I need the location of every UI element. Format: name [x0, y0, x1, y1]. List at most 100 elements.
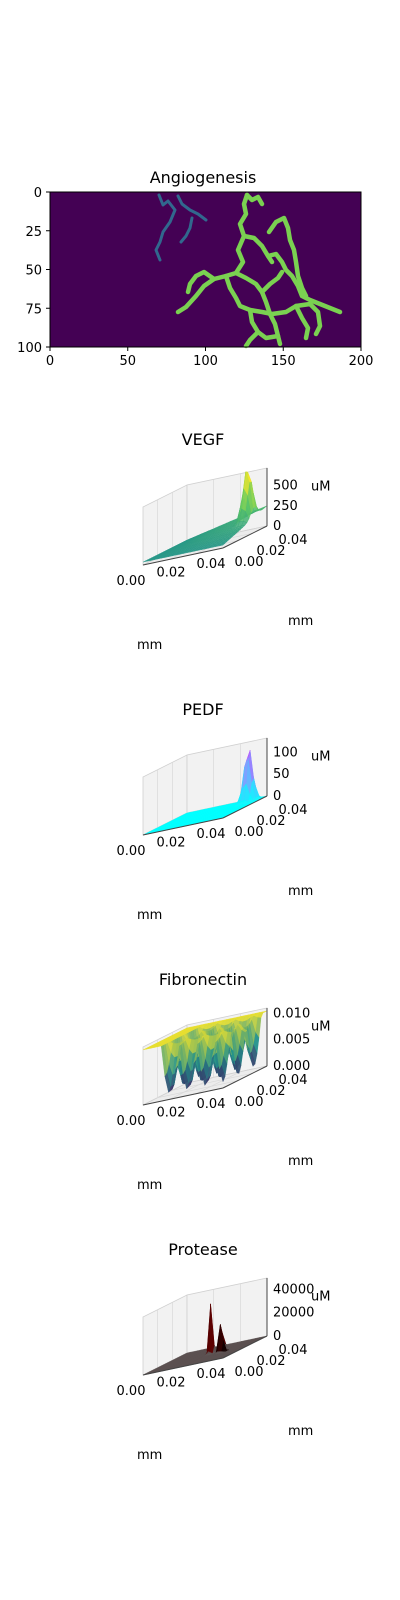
z-axis-label: uM — [311, 749, 330, 764]
vessel-branch — [176, 194, 208, 222]
x-axis-line — [142, 1357, 224, 1376]
vessel-branch — [265, 251, 343, 315]
vessel-branch — [243, 329, 261, 349]
y-axis-label: mm — [288, 614, 313, 629]
y-tick-label: 50 — [25, 264, 42, 279]
panel-title: PEDF — [182, 700, 223, 719]
y-tick-label: 0.02 — [257, 1354, 286, 1369]
x-tick-label: 100 — [193, 354, 218, 369]
z-tick-label: 250 — [273, 499, 298, 514]
z-axis-label: uM — [311, 1289, 330, 1304]
y-axis-label: mm — [288, 884, 313, 899]
surface — [142, 471, 268, 563]
x-axis-line — [142, 1087, 224, 1106]
y-tick-label: 0.00 — [235, 825, 264, 840]
x-tick-label: 0.02 — [157, 1376, 186, 1391]
vessel-branch — [241, 233, 275, 265]
vessel-branch — [293, 303, 311, 341]
z-tick-label: 0 — [273, 789, 281, 804]
y-tick-label: 0.02 — [257, 1084, 286, 1099]
z-tick-label: 50 — [273, 767, 290, 782]
y-tick-label: 25 — [25, 225, 42, 240]
y-axis-line — [222, 525, 268, 549]
x-axis-label: mm — [137, 638, 162, 653]
y-axis-line — [222, 1335, 268, 1359]
x-tick-label: 0.04 — [197, 557, 226, 572]
x-axis-label: mm — [137, 1448, 162, 1463]
x-axis-label: mm — [137, 908, 162, 923]
z-tick-label: 0.010 — [273, 1007, 310, 1022]
x-tick-label: 0.02 — [157, 836, 186, 851]
vessel-branch — [244, 192, 265, 207]
x-tick-label: 0.04 — [197, 827, 226, 842]
vessel-branch — [233, 270, 283, 347]
vessel-network — [154, 192, 343, 349]
surface-facet — [142, 560, 149, 563]
y-axis-line — [222, 795, 268, 819]
z-tick-label: 0 — [273, 519, 281, 534]
surface-facet — [142, 1047, 149, 1051]
x-tick-label: 200 — [349, 354, 374, 369]
y-axis-label: mm — [288, 1154, 313, 1169]
vessel-branch — [175, 192, 250, 315]
x-tick-label: 50 — [119, 354, 136, 369]
angiogenesis-background — [50, 192, 361, 347]
x-tick-label: 0.04 — [197, 1367, 226, 1382]
y-tick-label: 0.00 — [235, 555, 264, 570]
y-tick-label: 0 — [34, 186, 42, 201]
vessel-branch — [179, 216, 194, 244]
x-tick-label: 0.00 — [117, 1114, 146, 1129]
vessel-branch — [266, 215, 309, 299]
angiogenesis-tick-labels: 0 50 100 150 200 0 25 50 75 100 — [17, 186, 373, 369]
x-tick-label: 0.00 — [117, 574, 146, 589]
y-tick-label: 0.00 — [235, 1095, 264, 1110]
x-axis-line — [142, 547, 224, 566]
y-tick-label: 0.04 — [279, 533, 308, 548]
y-tick-label: 0.02 — [257, 814, 286, 829]
z-tick-label: 40000 — [273, 1282, 314, 1297]
angiogenesis-panel: Angiogenesis — [17, 168, 373, 369]
x-tick-label: 0.02 — [157, 1106, 186, 1121]
angiogenesis-title: Angiogenesis — [150, 168, 257, 187]
z-tick-label: 500 — [273, 479, 298, 494]
surface — [142, 1010, 268, 1093]
vessel-branch — [223, 273, 323, 337]
z-axis-label: uM — [311, 1019, 330, 1034]
x-axis-label: mm — [137, 1178, 162, 1193]
y-tick-label: 0.04 — [279, 1343, 308, 1358]
x-tick-label: 0.00 — [117, 1384, 146, 1399]
x-tick-label: 0.04 — [197, 1097, 226, 1112]
x-axis-line — [142, 817, 224, 836]
x-tick-label: 0 — [46, 354, 54, 369]
y-tick-label: 100 — [17, 341, 42, 356]
y-axis-line — [222, 1065, 268, 1089]
y-tick-label: 0.04 — [279, 1073, 308, 1088]
y-tick-label: 0.00 — [235, 1365, 264, 1380]
panel-title: Fibronectin — [159, 970, 247, 989]
z-tick-label: 100 — [273, 745, 298, 760]
vessel-branch — [154, 193, 177, 262]
x-tick-label: 0.02 — [157, 566, 186, 581]
z-axis-label: uM — [311, 479, 330, 494]
x-tick-label: 0.00 — [117, 844, 146, 859]
z-tick-label: 0.005 — [273, 1033, 310, 1048]
y-tick-label: 0.02 — [257, 544, 286, 559]
z-tick-label: 0 — [273, 1329, 281, 1344]
z-tick-label: 20000 — [273, 1306, 314, 1321]
x-tick-label: 150 — [271, 354, 296, 369]
y-tick-label: 75 — [25, 302, 42, 317]
panel-title: VEGF — [182, 430, 225, 449]
panel-title: Protease — [168, 1240, 237, 1259]
y-axis-label: mm — [288, 1424, 313, 1439]
z-tick-label: 0.000 — [273, 1059, 310, 1074]
angiogenesis-ticks — [46, 191, 362, 351]
vessel-branch — [259, 269, 285, 295]
y-tick-label: 0.04 — [279, 803, 308, 818]
vessel-branch — [185, 269, 217, 295]
